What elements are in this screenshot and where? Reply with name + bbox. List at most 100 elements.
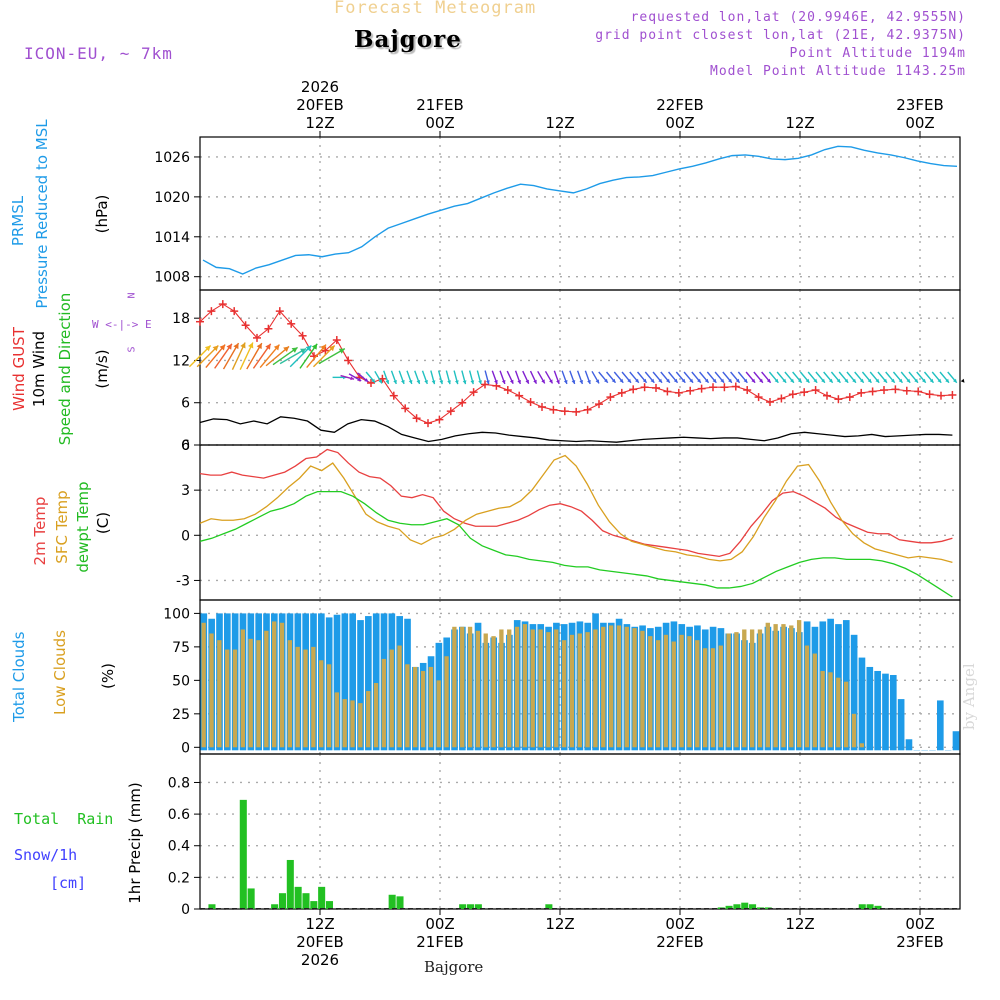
low-cloud-bar xyxy=(514,626,520,748)
low-cloud-bar xyxy=(718,645,723,748)
gust-marker xyxy=(207,307,216,316)
wind-direction-arrow xyxy=(823,371,834,384)
top-year-label: 2026 xyxy=(301,78,339,96)
low-cloud-bar xyxy=(640,630,645,748)
arrow-head xyxy=(240,342,246,349)
arrow-head xyxy=(408,379,413,384)
arrow-head xyxy=(945,378,949,383)
low-cloud-bar xyxy=(836,677,841,748)
wind-direction-arrow xyxy=(453,370,459,385)
top-date-label: 21FEB xyxy=(416,96,463,114)
low-cloud-bar xyxy=(209,633,214,748)
ytick-label-precip: 0.6 xyxy=(168,807,190,823)
wind-direction-arrow xyxy=(312,344,336,368)
arrow-head xyxy=(571,379,576,384)
low-cloud-bar xyxy=(796,620,802,748)
arrow-head xyxy=(563,379,568,384)
arrow-head xyxy=(929,378,934,383)
wind-direction-arrow xyxy=(869,371,880,384)
arrow-head xyxy=(350,376,355,381)
low-cloud-bar xyxy=(601,626,606,748)
total-cloud-bar xyxy=(897,699,905,751)
low-cloud-bar xyxy=(397,645,402,748)
low-cloud-bar xyxy=(225,649,230,748)
rain-bar xyxy=(239,799,247,909)
gust-marker xyxy=(709,383,717,392)
arrow-head xyxy=(533,379,537,384)
low-cloud-bar xyxy=(757,629,763,748)
precip-label-3: [cm] xyxy=(50,874,87,892)
low-cloud-bar xyxy=(507,629,512,748)
wind-direction-arrow xyxy=(522,370,530,385)
low-cloud-bar xyxy=(279,622,285,748)
wind-direction-arrow xyxy=(637,371,648,384)
wind-direction-arrow xyxy=(792,371,803,384)
gust-marker xyxy=(389,391,398,400)
low-cloud-bar xyxy=(217,640,222,748)
low-cloud-bar xyxy=(373,683,379,748)
arrow-head xyxy=(782,378,787,383)
gust-marker xyxy=(880,386,888,395)
compass-we: W <-|-> E xyxy=(92,318,152,331)
wind-direction-arrow xyxy=(598,371,609,384)
arrow-head xyxy=(364,378,369,382)
gust-marker xyxy=(845,393,854,402)
wind-direction-arrow xyxy=(877,371,888,384)
low-cloud-bar xyxy=(710,648,716,748)
low-cloud-bar xyxy=(366,691,371,748)
wind-direction-arrow xyxy=(768,371,779,384)
top-date-label: 22FEB xyxy=(656,96,703,114)
arrow-head xyxy=(673,378,678,383)
arrow-head xyxy=(728,378,732,383)
arrow-head xyxy=(226,343,232,350)
gust-marker xyxy=(572,407,581,416)
arrow-head xyxy=(256,343,262,350)
wind-direction-arrow xyxy=(222,342,240,370)
ytick-label-clouds: 0 xyxy=(181,740,190,756)
rain-bar xyxy=(318,886,326,909)
low-cloud-bar xyxy=(460,626,465,748)
gust-marker xyxy=(686,386,695,395)
rain-bar xyxy=(749,904,757,909)
low-cloud-bar xyxy=(843,681,849,748)
ytick-label-wind: 12 xyxy=(172,353,190,369)
wind-direction-arrow xyxy=(318,347,346,365)
rain-bar xyxy=(733,904,741,909)
wind-direction-arrow xyxy=(205,344,226,369)
gust-marker xyxy=(241,321,250,330)
wind-direction-arrow xyxy=(406,370,413,385)
arrow-head xyxy=(921,378,926,383)
rain-bar xyxy=(271,904,279,909)
wind-direction-arrow xyxy=(605,371,617,384)
bottom-hour-label: 00Z xyxy=(425,915,454,933)
low-cloud-bar xyxy=(851,713,857,748)
low-cloud-bar xyxy=(420,670,426,748)
arrow-head xyxy=(587,379,591,384)
gust-marker xyxy=(253,333,261,342)
arrow-head xyxy=(385,379,390,384)
ytick-label-wind: 18 xyxy=(172,311,190,327)
wind-direction-arrow xyxy=(252,343,272,369)
wind-direction-arrow xyxy=(506,370,514,385)
gust-marker xyxy=(481,380,489,389)
wind-direction-arrow xyxy=(815,371,826,384)
wind-direction-arrow xyxy=(430,370,436,385)
gust-marker xyxy=(617,388,626,397)
rain-bar xyxy=(741,902,749,909)
arrow-head xyxy=(509,379,514,384)
arrow-head xyxy=(291,347,298,353)
gust-marker xyxy=(766,398,774,407)
arrow-head xyxy=(478,380,482,385)
total-cloud-bar xyxy=(372,613,380,751)
gust-marker xyxy=(914,387,923,396)
arrow-head xyxy=(836,378,841,383)
gust-marker xyxy=(674,388,683,397)
wind-direction-arrow xyxy=(923,371,935,384)
arrow-head xyxy=(338,348,345,354)
wind-direction-arrow xyxy=(668,371,679,384)
wind-direction-arrow xyxy=(861,371,872,384)
wind-direction-arrow xyxy=(544,370,554,384)
gust-marker xyxy=(902,386,911,395)
arrow-head xyxy=(357,377,362,381)
wind-direction-arrow xyxy=(499,370,506,385)
